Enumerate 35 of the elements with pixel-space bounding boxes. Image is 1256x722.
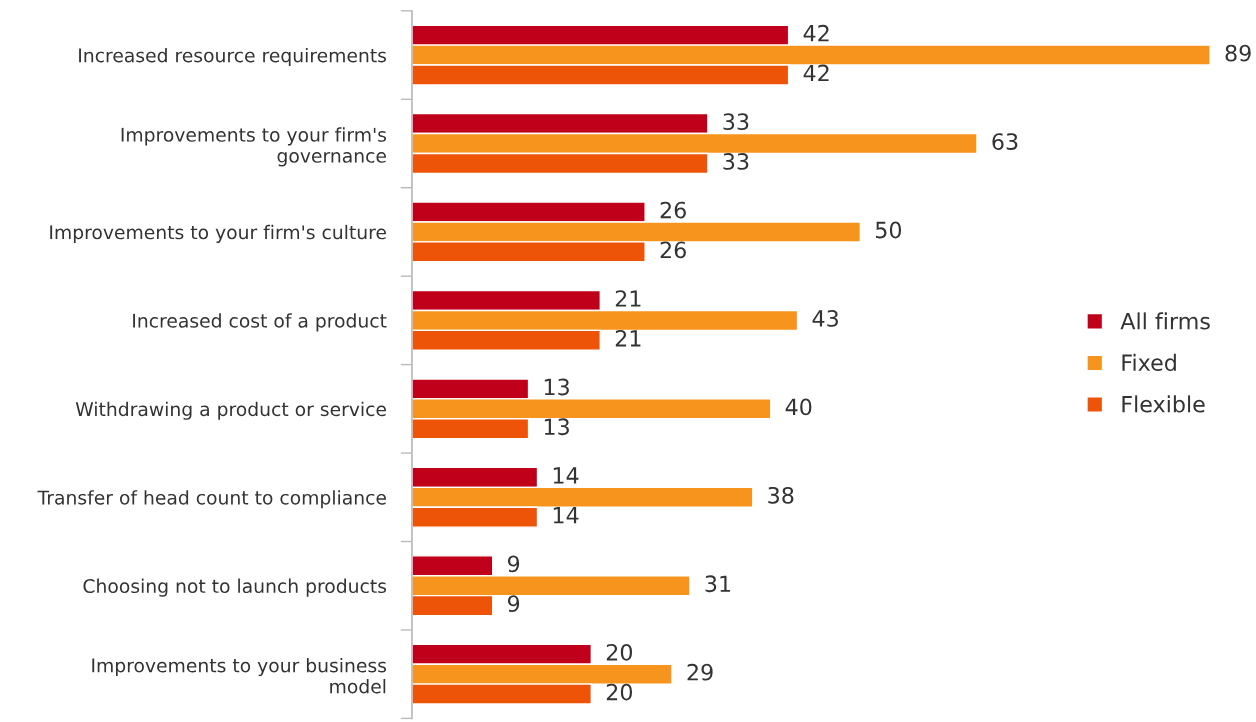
data-label: 13 [544,378,569,396]
data-label: 42 [803,24,829,42]
data-label: 9 [507,595,520,613]
data-label: 38 [768,486,794,504]
y-tick-label: Choosing not to launch products [83,578,387,597]
legend-label: All firms [1120,312,1210,330]
y-tick-label: Improvements to your firm's culture [50,224,386,243]
data-label: 26 [660,201,686,219]
data-label: 14 [553,507,579,524]
data-label: 20 [606,683,633,701]
data-label: 33 [723,153,749,170]
data-label: 89 [1225,44,1251,62]
legend-label: Fixed [1122,353,1176,372]
data-label: 14 [553,467,579,484]
data-label: 26 [660,241,686,259]
y-tick-label: Increased resource requirements [79,47,387,67]
data-label: 13 [544,418,569,436]
data-label: 33 [723,113,749,131]
data-label: 31 [705,575,731,593]
data-label: 9 [507,555,520,573]
y-tick-label: Improvements to your firm's governance [121,127,387,167]
data-label: 42 [803,64,829,82]
y-tick-label: Increased cost of a product [133,313,387,332]
legend-label: Flexible [1122,395,1205,413]
data-label: 21 [615,290,641,307]
data-label: 50 [875,221,902,239]
data-label: 43 [812,310,838,327]
data-label: 21 [615,329,641,347]
data-label: 29 [687,663,713,681]
data-label: 40 [785,398,812,416]
data-label: 63 [992,133,1018,150]
data-label: 20 [606,643,633,661]
y-tick-label: Withdrawing a product or service [75,401,386,420]
y-tick-label: Transfer of head count to compliance [37,490,386,509]
y-tick-label: Improvements to your business model [92,657,387,694]
